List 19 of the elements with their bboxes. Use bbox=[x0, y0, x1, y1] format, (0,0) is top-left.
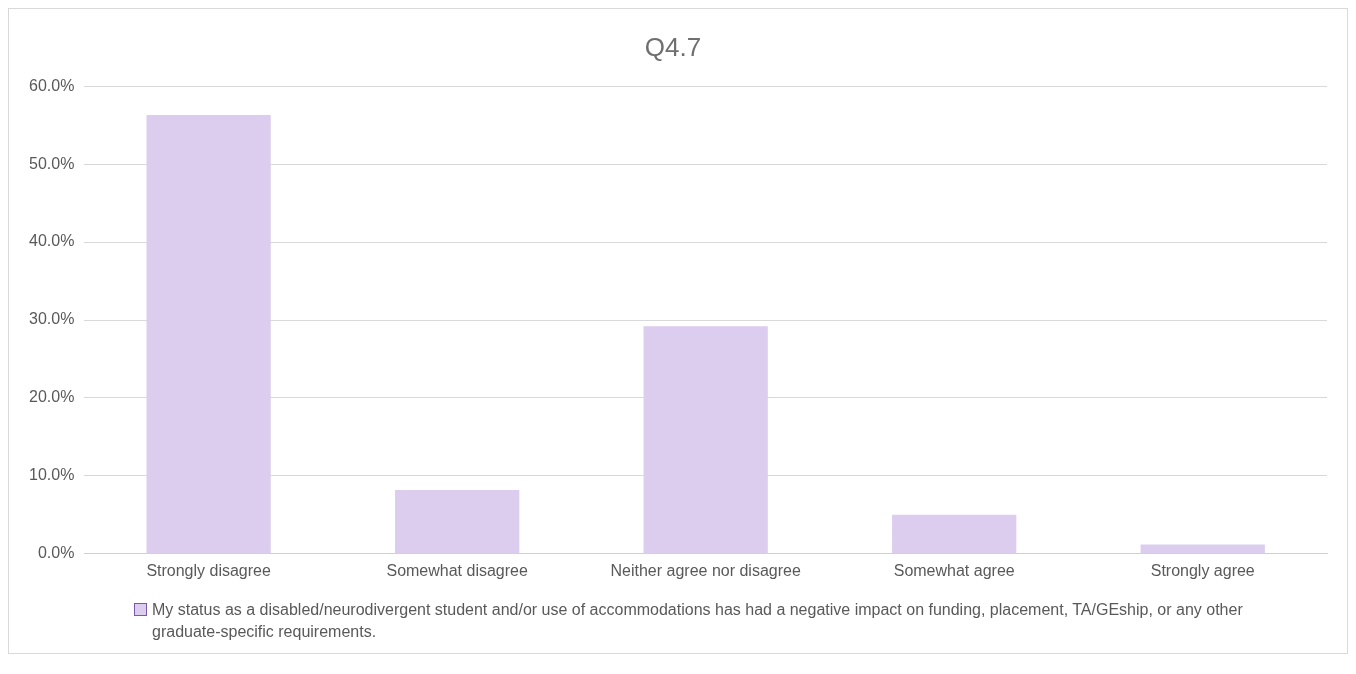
y-tick-label: 40.0% bbox=[28, 232, 75, 250]
x-tick-label: Somewhat disagree bbox=[386, 561, 528, 579]
bar bbox=[892, 514, 1017, 554]
legend-label: My status as a disabled/neurodivergent student and/or use of accommodations has had a negative impact on funding, placement, TA/GEship, or any other graduate-specific requirements. bbox=[152, 600, 1244, 642]
y-tick-label: 0.0% bbox=[37, 544, 75, 562]
x-tick-label: Strongly disagree bbox=[146, 561, 271, 579]
chart-title: Q4.7 bbox=[644, 31, 702, 62]
y-tick-label: 50.0% bbox=[28, 154, 75, 172]
bar bbox=[146, 115, 271, 554]
y-tick-label: 20.0% bbox=[28, 388, 75, 406]
x-tick-label: Neither agree nor disagree bbox=[610, 561, 801, 579]
x-tick-label: Somewhat agree bbox=[893, 561, 1015, 579]
bar bbox=[395, 489, 520, 554]
y-tick-label: 60.0% bbox=[28, 76, 75, 94]
bar bbox=[1140, 544, 1265, 554]
y-tick-label: 30.0% bbox=[28, 310, 75, 328]
bar bbox=[643, 326, 768, 554]
y-tick-label: 10.0% bbox=[28, 466, 75, 484]
x-tick-label: Strongly agree bbox=[1150, 561, 1255, 579]
